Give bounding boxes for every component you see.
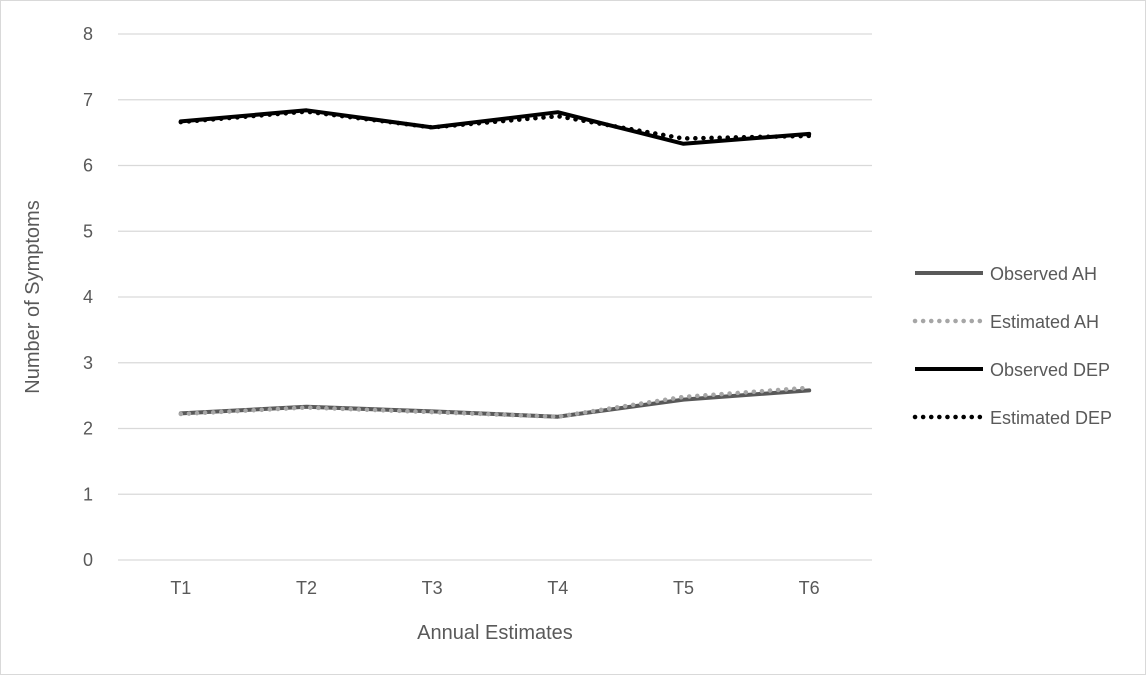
y-tick-label: 0: [83, 550, 93, 570]
y-tick-label: 3: [83, 353, 93, 373]
legend-label: Estimated AH: [990, 312, 1099, 332]
legend-label: Observed DEP: [990, 360, 1110, 380]
x-tick-label: T4: [547, 578, 568, 598]
x-tick-label: T3: [422, 578, 443, 598]
legend-label: Estimated DEP: [990, 408, 1112, 428]
x-tick-label: T1: [170, 578, 191, 598]
y-tick-label: 7: [83, 90, 93, 110]
series-line-estimated-ah: [178, 385, 812, 419]
y-tick-label: 5: [83, 221, 93, 241]
legend: Observed AH Estimated AH Observed DEP Estim…: [912, 264, 1112, 428]
x-tick-label: T5: [673, 578, 694, 598]
legend-label: Observed AH: [990, 264, 1097, 284]
x-axis-title: Annual Estimates: [417, 622, 573, 644]
x-tick-label: T2: [296, 578, 317, 598]
gridlines: [118, 33, 872, 561]
y-tick-label: 4: [83, 287, 93, 307]
y-tick-label: 6: [83, 156, 93, 176]
y-tick-label: 2: [83, 419, 93, 439]
y-axis-ticks: 0 1 2 3 4 5 6 7 8: [83, 24, 93, 570]
series-lines: [178, 108, 812, 419]
series-line-observed-dep: [178, 108, 812, 146]
y-tick-label: 1: [83, 484, 93, 504]
x-tick-label: T6: [799, 578, 820, 598]
y-tick-label: 8: [83, 24, 93, 44]
y-axis-title: Number of Symptoms: [22, 200, 44, 393]
x-axis-ticks: T1 T2 T3 T4 T5 T6: [170, 578, 819, 598]
series-line-estimated-dep: [178, 109, 812, 141]
